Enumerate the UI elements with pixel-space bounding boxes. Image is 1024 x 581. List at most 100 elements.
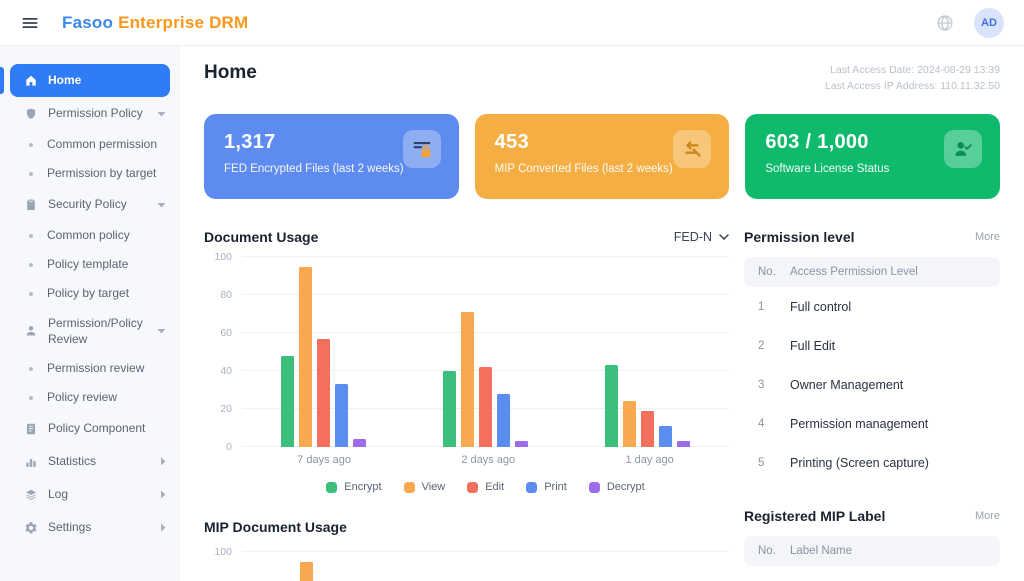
- plot-column: 7 days ago 2 days ago 1 day ago Encrypt View…: [242, 256, 729, 493]
- bullet-dot: [29, 142, 33, 147]
- plot-area: [242, 256, 729, 447]
- sidebar-item-label: Policy Component: [48, 421, 146, 436]
- sidebar-item-permission-review[interactable]: Permission review: [0, 354, 180, 383]
- registered-mip-label-more-link[interactable]: More: [974, 510, 1000, 522]
- bar-edit-7-days-ago: [316, 338, 330, 447]
- fed-n-dropdown-value: FED-N: [673, 230, 712, 244]
- legend-item-decrypt: Decrypt: [588, 481, 645, 493]
- mip-document-usage-chart: 100: [204, 546, 729, 581]
- sidebar-item-policy-by-target[interactable]: Policy by target: [0, 279, 180, 308]
- bar-encrypt-1-day-ago: [605, 365, 619, 447]
- bar-edit-2-days-ago: [478, 367, 492, 447]
- sidebar-item-policy-component[interactable]: Policy Component: [0, 412, 180, 445]
- chart-legend: Encrypt View Edit Print Decrypt: [242, 481, 729, 493]
- stat-card-label: Software License Status: [765, 163, 890, 175]
- sidebar-item-common-permission[interactable]: Common permission: [0, 130, 180, 159]
- bar-chart-icon: [24, 455, 38, 469]
- page-title: Home: [204, 62, 257, 83]
- bar-group-1-day-ago: [605, 257, 691, 447]
- document-usage-title: Document Usage: [204, 229, 319, 245]
- sidebar-item-label: Home: [48, 73, 82, 88]
- globe-icon: [937, 14, 953, 31]
- sidebar-item-common-policy[interactable]: Common policy: [0, 221, 180, 250]
- user-check-icon: [944, 130, 982, 168]
- avatar[interactable]: AD: [974, 7, 1004, 38]
- permission-level-more-link[interactable]: More: [974, 231, 1000, 243]
- legend-item-view: View: [403, 481, 445, 493]
- x-tick-label: 2 days ago: [461, 454, 516, 466]
- bar-encrypt-7-days-ago: [280, 355, 294, 447]
- x-axis-labels: 7 days ago 2 days ago 1 day ago: [242, 454, 729, 466]
- bar-groups: [242, 257, 729, 447]
- gridline: [242, 551, 729, 552]
- bar-print-2-days-ago: [496, 393, 510, 447]
- bar-group-7-days-ago: [280, 257, 366, 447]
- bar-encrypt-2-days-ago: [442, 371, 456, 447]
- bar-decrypt-2-days-ago: [514, 441, 528, 447]
- bar-view-7-days-ago: [298, 266, 312, 447]
- stat-card-label: FED Encrypted Files (last 2 weeks): [224, 163, 404, 175]
- mip-document-usage-title: MIP Document Usage: [204, 519, 347, 535]
- registered-mip-label-table: No. Label Name: [744, 536, 1000, 566]
- legend-label: Encrypt: [344, 481, 382, 493]
- bar-view-1-day-ago: [623, 401, 637, 447]
- chevron-down-icon: [719, 234, 729, 240]
- sidebar-item-settings[interactable]: Settings: [0, 511, 180, 544]
- sidebar-item-policy-review[interactable]: Policy review: [0, 383, 180, 412]
- home-icon: [24, 74, 38, 88]
- sidebar-item-statistics[interactable]: Statistics: [0, 445, 180, 478]
- sidebar-item-permission-policy-review[interactable]: Permission/Policy Review: [0, 308, 180, 354]
- legend-swatch: [588, 481, 600, 493]
- sidebar-item-log[interactable]: Log: [0, 478, 180, 511]
- table-row: 1 Full control: [744, 287, 1000, 326]
- swap-arrows-icon: [673, 130, 712, 168]
- sidebar: Home Permission Policy Common permission Pe…: [0, 46, 180, 581]
- table-cell-value: Owner Management: [790, 377, 904, 392]
- table-cell-no: 1: [758, 300, 765, 313]
- hamburger-menu-button[interactable]: [20, 11, 44, 35]
- plot-area: [242, 547, 729, 581]
- mip-document-usage-section: MIP Document Usage 100: [204, 519, 729, 581]
- stat-card-mip-converted-files-last-2-weeks: 453 MIP Converted Files (last 2 weeks): [474, 114, 730, 199]
- logo-secondary: Enterprise DRM: [118, 12, 249, 32]
- table-cell-no: 2: [758, 339, 765, 352]
- sidebar-item-label: Permission by target: [47, 166, 157, 181]
- user-icon: [24, 324, 38, 338]
- legend-item-encrypt: Encrypt: [326, 481, 382, 493]
- sidebar-item-label: Policy by target: [47, 286, 130, 301]
- sidebar-item-permission-policy[interactable]: Permission Policy: [0, 97, 180, 130]
- table-row: 3 Owner Management: [744, 365, 1000, 404]
- table-header: No. Access Permission Level: [744, 257, 1000, 287]
- bullet-dot: [29, 366, 33, 371]
- layers-icon: [24, 488, 38, 502]
- encrypted-file-icon: [402, 130, 441, 168]
- sidebar-item-permission-by-target[interactable]: Permission by target: [0, 159, 180, 188]
- fed-n-dropdown[interactable]: FED-N: [674, 230, 729, 244]
- chevron-down-icon: [151, 328, 166, 334]
- chevron-right-icon: [154, 523, 166, 532]
- sidebar-item-home[interactable]: Home: [0, 64, 170, 97]
- chevron-right-icon: [154, 490, 166, 499]
- legend-label: Print: [544, 481, 567, 493]
- stat-card-value: 453: [494, 131, 529, 153]
- sidebar-item-label: Permission review: [47, 361, 145, 376]
- stat-card-value: 603 / 1,000: [765, 131, 869, 153]
- legend-label: Decrypt: [606, 481, 645, 493]
- bar-chart-document_usage: 0 20 40 60 80 100 7 days ago 2 days ago 1 day ag…: [204, 251, 729, 493]
- table-header-no: No.: [758, 266, 776, 278]
- permission-level-table: No. Access Permission Level 1 Full control 2…: [744, 257, 1000, 482]
- legend-item-print: Print: [526, 481, 567, 493]
- legend-swatch: [467, 481, 479, 493]
- globe-button[interactable]: [932, 10, 958, 36]
- legend-label: Edit: [485, 481, 505, 493]
- registered-mip-label-title: Registered MIP Label: [744, 508, 886, 524]
- y-tick-label: 100: [214, 546, 232, 558]
- hamburger-icon: [22, 17, 38, 28]
- sidebar-item-security-policy[interactable]: Security Policy: [0, 188, 180, 221]
- bar-print-7-days-ago: [334, 384, 348, 447]
- sidebar-item-label: Log: [48, 487, 69, 502]
- document-usage-section: Document Usage FED-N 0 20 40 60 80 100 7 days …: [204, 229, 729, 493]
- sidebar-item-policy-template[interactable]: Policy template: [0, 250, 180, 279]
- bullet-dot: [29, 291, 33, 296]
- table-cell-value: Printing (Screen capture): [790, 455, 929, 470]
